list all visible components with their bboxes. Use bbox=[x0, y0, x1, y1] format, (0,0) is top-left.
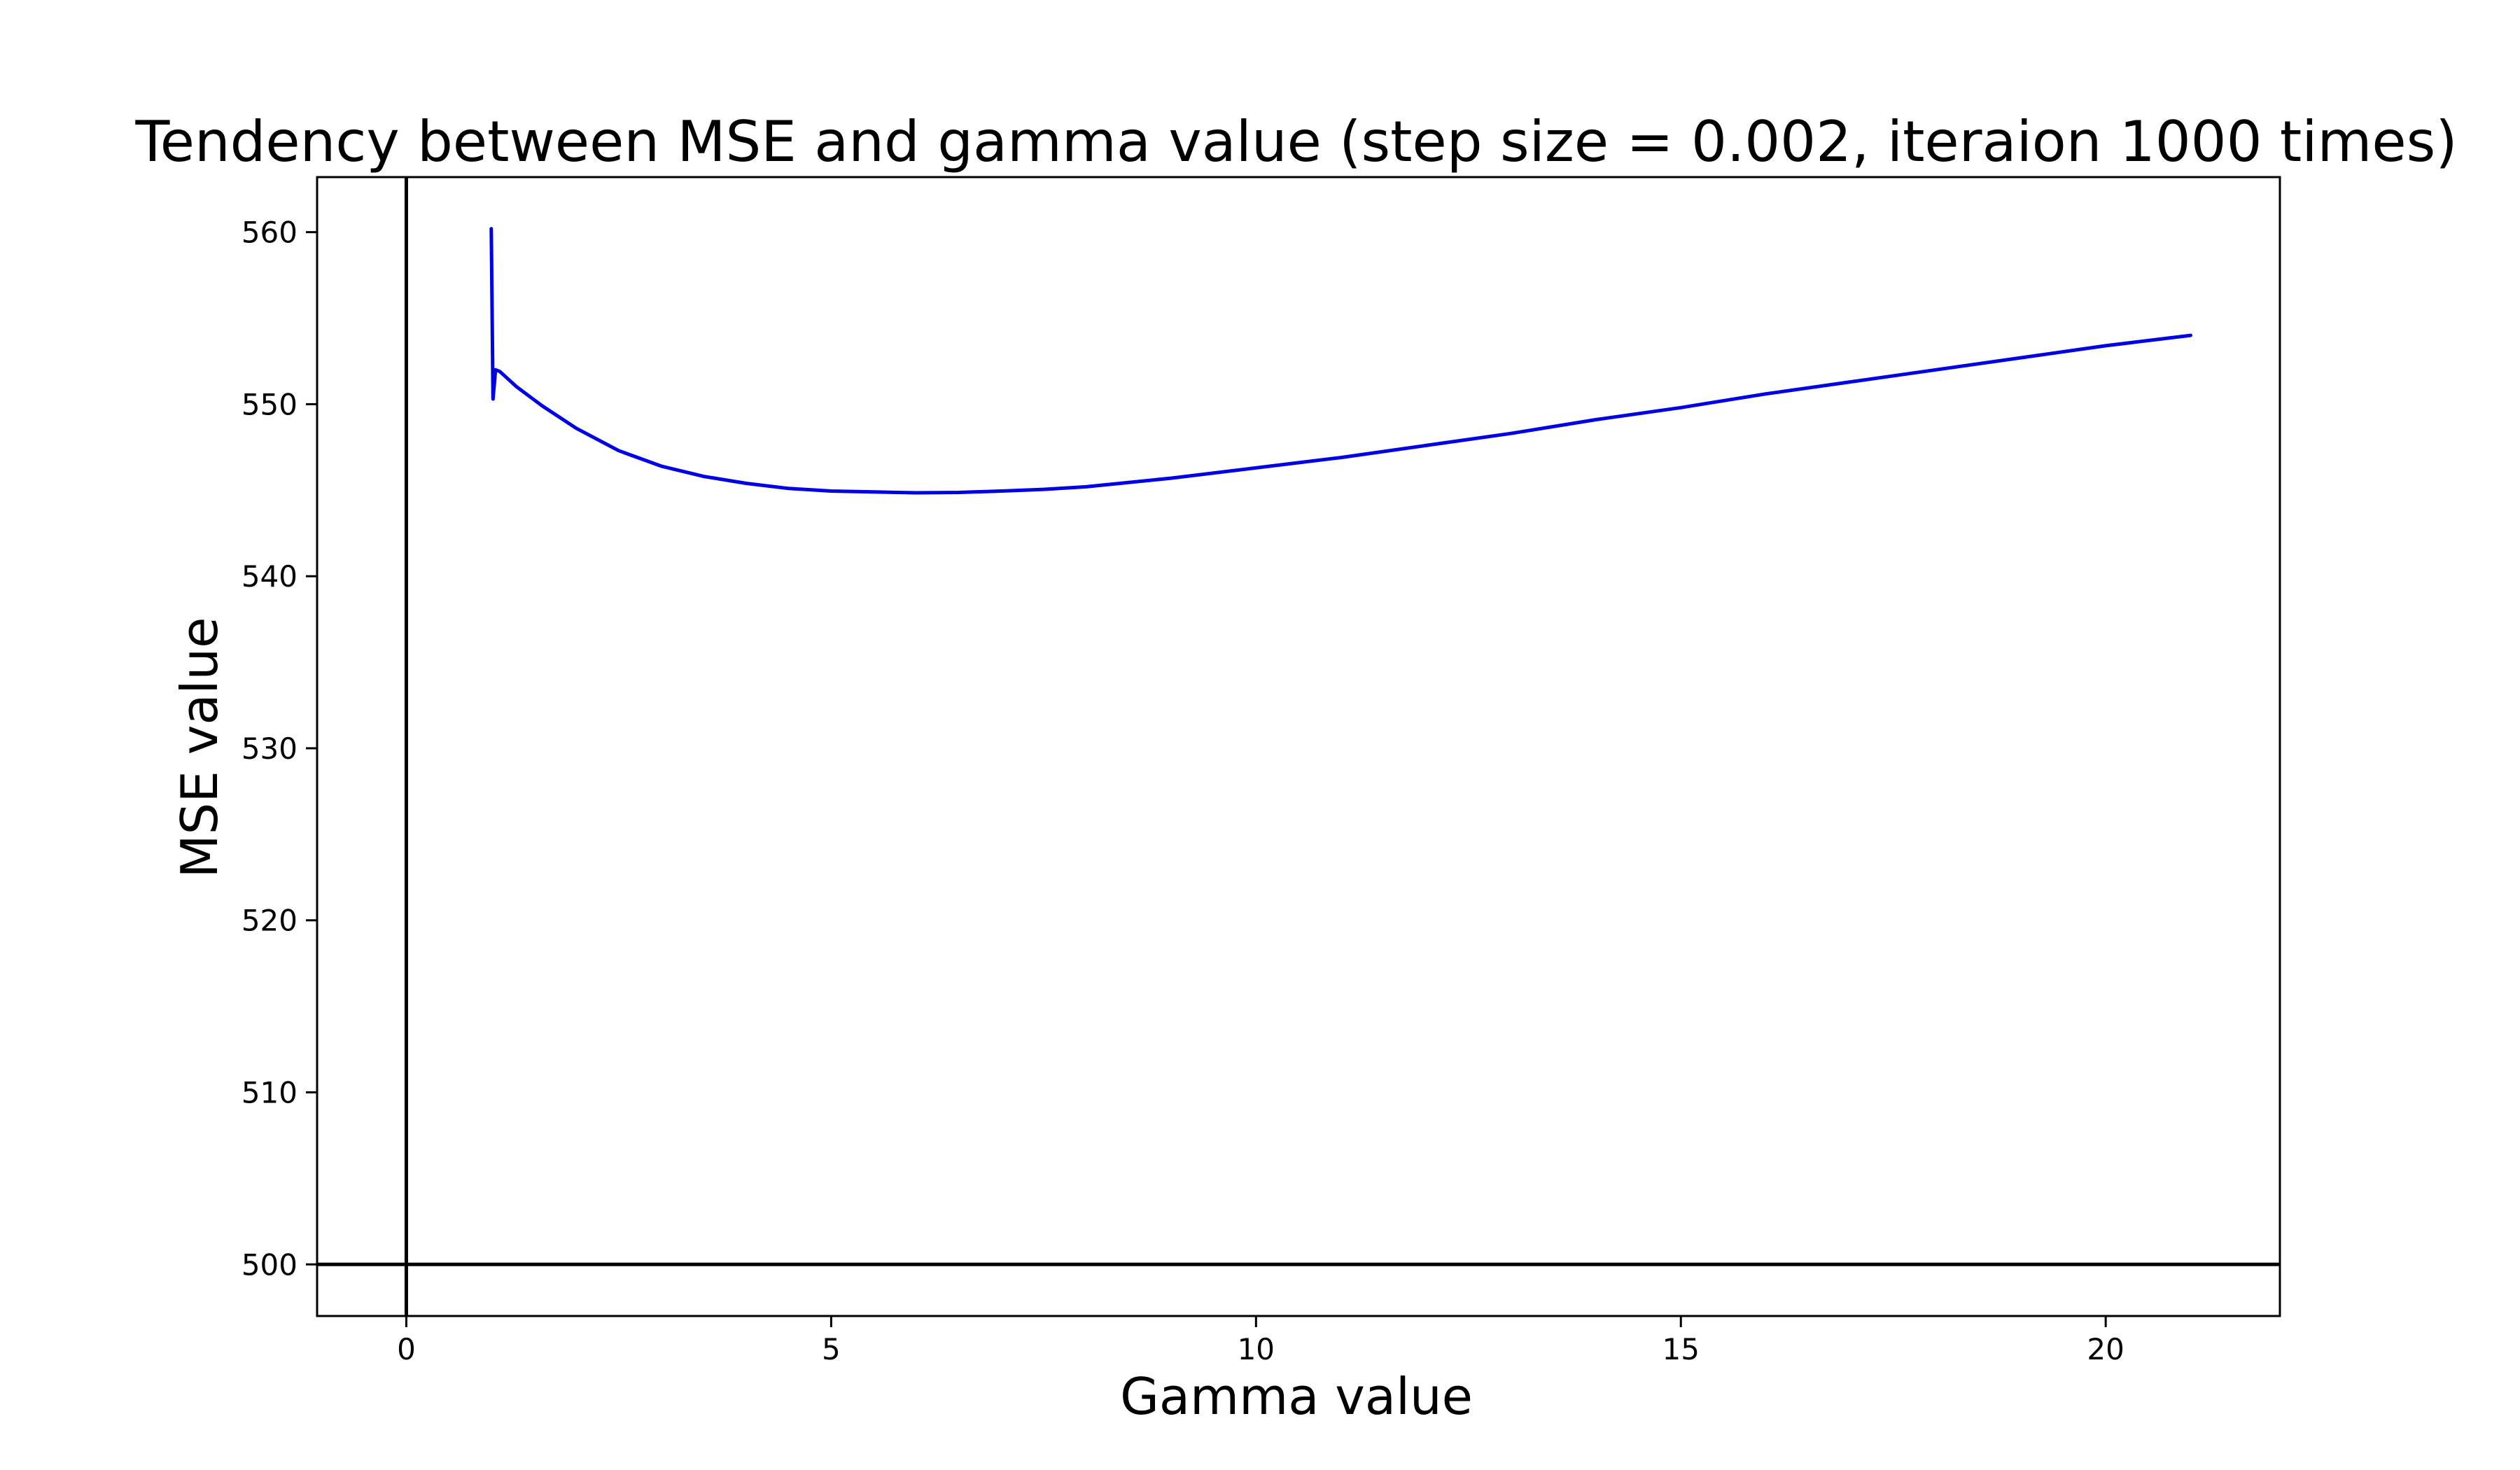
y-tick-label-550: 550 bbox=[241, 387, 298, 421]
x-tick-label-0: 0 bbox=[397, 1332, 416, 1366]
y-axis-label: MSE value bbox=[170, 617, 229, 878]
chart-title: Tendency between MSE and gamma value (st… bbox=[134, 109, 2457, 174]
y-tick-label-560: 560 bbox=[241, 216, 298, 250]
x-tick-label-5: 5 bbox=[822, 1332, 841, 1366]
y-tick-label-510: 510 bbox=[241, 1075, 298, 1110]
series-line-0 bbox=[489, 227, 2192, 495]
x-axis-label: Gamma value bbox=[1120, 1367, 1473, 1426]
y-tick-label-500: 500 bbox=[241, 1247, 298, 1282]
x-tick-label-15: 15 bbox=[1662, 1332, 1700, 1366]
x-tick-label-20: 20 bbox=[2087, 1332, 2124, 1366]
y-tick-label-530: 530 bbox=[241, 732, 298, 766]
y-tick-label-540: 540 bbox=[241, 559, 298, 594]
plot-frame bbox=[316, 176, 2281, 1317]
y-tick-label-520: 520 bbox=[241, 904, 298, 938]
x-tick-label-10: 10 bbox=[1238, 1332, 1275, 1366]
